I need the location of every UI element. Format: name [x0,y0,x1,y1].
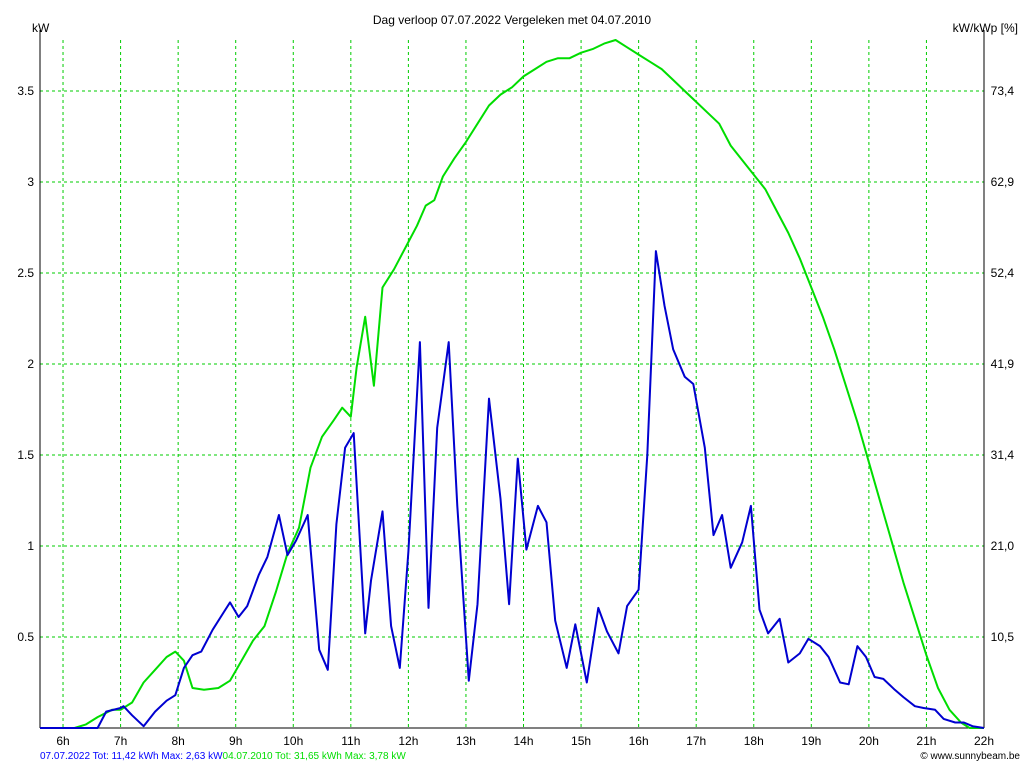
chart-title: Dag verloop 07.07.2022 Vergeleken met 04… [373,13,652,27]
y-tick-label-right: 62,9 [991,175,1015,189]
x-tick-label: 17h [686,734,706,748]
y-tick-label-right: 41,9 [991,357,1015,371]
y-tick-label-left: 2.5 [17,266,34,280]
series-lines [40,39,985,729]
axes [39,30,985,729]
x-tick-label: 14h [513,734,533,748]
x-tick-label: 16h [629,734,649,748]
x-tick-label: 19h [801,734,821,748]
y-tick-label-right: 73,4 [991,84,1015,98]
y-tick-label-left: 3 [27,175,34,189]
x-tick-label: 12h [398,734,418,748]
x-tick-label: 9h [229,734,242,748]
footer-summary: 07.07.2022 Tot: 11,42 kWh Max: 2,63 kW04… [40,751,406,762]
x-tick-label: 20h [859,734,879,748]
tick-labels: 6h 7h 8h 9h 10h 11h 12h 13h 14h 15h 16h 17h 18h 19h 20… [17,84,1014,748]
x-tick-label: 15h [571,734,591,748]
y-axis-left-label: kW [32,21,50,35]
x-tick-label: 18h [744,734,764,748]
y-tick-label-left: 2 [27,357,34,371]
y-axis-right-label: kW/kWp [%] [953,21,1018,35]
x-tick-label: 8h [171,734,184,748]
x-tick-label: 7h [114,734,127,748]
x-tick-label: 22h [974,734,994,748]
credit-text: © www.sunnybeam.be [920,751,1020,762]
series-line-07-07-2022 [40,250,985,729]
series-2022-summary: 07.07.2022 Tot: 11,42 kWh Max: 2,63 kW [40,751,223,762]
y-tick-label-left: 1 [27,539,34,553]
y-tick-label-left: 1.5 [17,448,34,462]
x-tick-label: 21h [916,734,936,748]
x-tick-label: 6h [56,734,69,748]
series-line-04-07-2010 [40,39,984,729]
y-tick-label-right: 10,5 [991,630,1015,644]
x-tick-label: 13h [456,734,476,748]
gridlines [40,40,985,728]
series-2010-summary: 04.07.2010 Tot: 31,65 kWh Max: 3,78 kW [222,751,406,762]
y-tick-label-right: 31,4 [991,448,1015,462]
y-tick-label-left: 3.5 [17,84,34,98]
y-tick-label-right: 21,0 [991,539,1015,553]
y-tick-label-right: 52,4 [991,266,1015,280]
y-tick-label-left: 0.5 [17,630,34,644]
x-tick-label: 11h [341,734,360,748]
x-tick-label: 10h [283,734,303,748]
